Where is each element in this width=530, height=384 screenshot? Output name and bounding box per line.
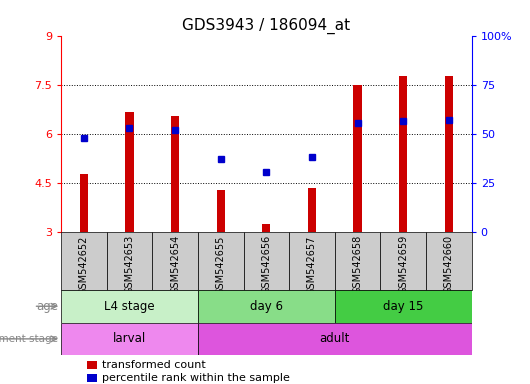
Text: transformed count: transformed count bbox=[102, 360, 206, 370]
Bar bbox=[243, 232, 289, 290]
Text: day 15: day 15 bbox=[383, 300, 423, 313]
Bar bbox=[80, 174, 88, 232]
Text: GSM542652: GSM542652 bbox=[79, 235, 89, 295]
Text: GSM542654: GSM542654 bbox=[170, 235, 180, 295]
Text: GSM542658: GSM542658 bbox=[352, 235, 363, 295]
Text: percentile rank within the sample: percentile rank within the sample bbox=[102, 373, 290, 383]
Text: day 6: day 6 bbox=[250, 300, 283, 313]
Bar bbox=[125, 112, 134, 232]
Text: GSM542657: GSM542657 bbox=[307, 235, 317, 295]
Bar bbox=[198, 323, 472, 355]
Bar bbox=[445, 76, 453, 232]
Text: GSM542655: GSM542655 bbox=[216, 235, 226, 295]
Bar bbox=[381, 232, 426, 290]
Bar bbox=[198, 290, 335, 323]
Bar bbox=[399, 76, 408, 232]
Bar bbox=[152, 232, 198, 290]
Text: GSM542660: GSM542660 bbox=[444, 235, 454, 294]
Bar bbox=[262, 224, 270, 232]
Bar bbox=[61, 290, 198, 323]
Bar bbox=[217, 190, 225, 232]
Bar bbox=[61, 323, 198, 355]
Text: adult: adult bbox=[320, 333, 350, 345]
Text: GSM542659: GSM542659 bbox=[398, 235, 408, 295]
Text: larval: larval bbox=[113, 333, 146, 345]
Text: L4 stage: L4 stage bbox=[104, 300, 155, 313]
Text: development stage: development stage bbox=[0, 334, 58, 344]
Bar bbox=[171, 116, 179, 232]
Bar bbox=[354, 86, 361, 232]
Bar bbox=[426, 232, 472, 290]
Title: GDS3943 / 186094_at: GDS3943 / 186094_at bbox=[182, 18, 350, 34]
Text: GSM542653: GSM542653 bbox=[125, 235, 135, 295]
Text: age: age bbox=[36, 300, 58, 313]
Bar bbox=[335, 232, 381, 290]
Text: GSM542656: GSM542656 bbox=[261, 235, 271, 295]
Bar bbox=[61, 232, 107, 290]
Bar bbox=[107, 232, 152, 290]
Bar bbox=[308, 188, 316, 232]
Bar bbox=[198, 232, 243, 290]
Bar bbox=[335, 290, 472, 323]
Bar bbox=[289, 232, 335, 290]
